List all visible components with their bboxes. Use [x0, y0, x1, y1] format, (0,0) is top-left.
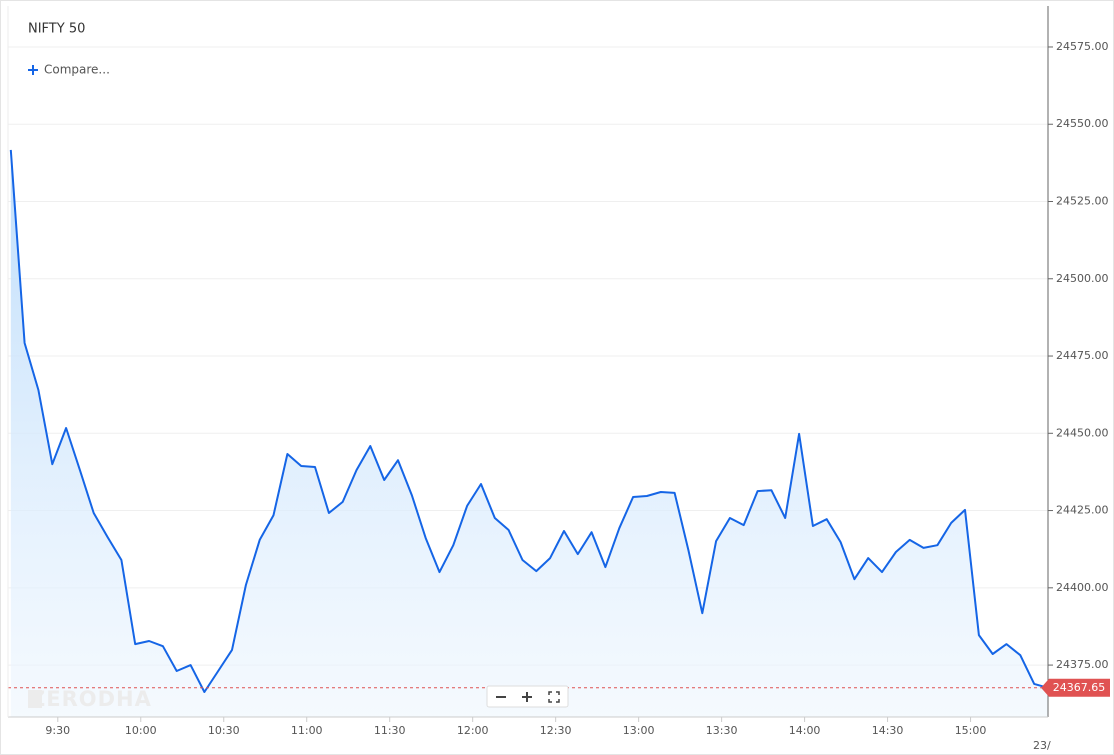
- area-fill: [10, 149, 1048, 717]
- x-tick-label: 9:30: [45, 724, 70, 737]
- y-tick-label: 24525.00: [1056, 195, 1109, 208]
- watermark: ZERODHA: [30, 687, 152, 711]
- x-tick-label: 12:30: [540, 724, 572, 737]
- last-price-badge: [1041, 678, 1110, 697]
- x-tick-label: 11:00: [291, 724, 323, 737]
- x-tick-label: 11:30: [374, 724, 406, 737]
- x-tick-label: 15:00: [955, 724, 987, 737]
- y-tick-label: 24425.00: [1056, 504, 1109, 517]
- x-tick-label: 13:30: [706, 724, 738, 737]
- y-tick-label: 24375.00: [1056, 658, 1109, 671]
- compare-label[interactable]: Compare...: [44, 63, 110, 77]
- x-tick-label: 12:00: [457, 724, 489, 737]
- date-label: 23/: [1033, 739, 1051, 752]
- zoom-reset[interactable]: [548, 691, 560, 703]
- y-tick-label: 24500.00: [1056, 272, 1109, 285]
- zoom-controls: [486, 685, 569, 708]
- x-tick-label: 13:00: [623, 724, 655, 737]
- x-tick-label: 14:00: [789, 724, 821, 737]
- last-price-label: 24367.65: [1053, 681, 1106, 694]
- y-tick-label: 24475.00: [1056, 349, 1109, 362]
- y-tick-label: 24450.00: [1056, 426, 1109, 439]
- y-tick-label: 24575.00: [1056, 40, 1109, 53]
- chart-title: NIFTY 50: [28, 22, 85, 37]
- x-tick-label: 10:00: [125, 724, 157, 737]
- compare-icon: [28, 65, 38, 75]
- compare-button[interactable]: Compare...: [28, 63, 110, 77]
- y-tick-label: 24400.00: [1056, 581, 1109, 594]
- price-line: [9, 149, 1049, 693]
- watermark-logo: [28, 690, 42, 708]
- zoom-in[interactable]: [522, 692, 532, 702]
- x-tick-label: 14:30: [872, 724, 904, 737]
- x-tick-label: 10:30: [208, 724, 240, 737]
- y-tick-label: 24550.00: [1056, 117, 1109, 130]
